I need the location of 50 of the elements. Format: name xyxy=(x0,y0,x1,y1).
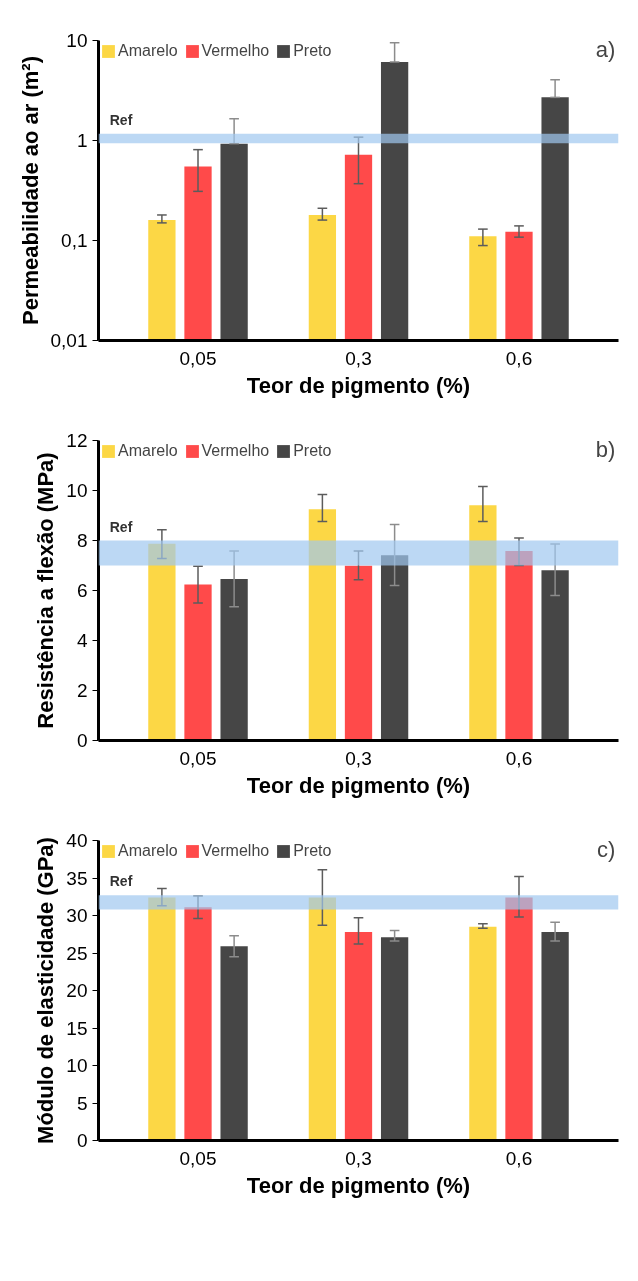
legend-label: Vermelho xyxy=(201,842,270,860)
legend-label: Preto xyxy=(293,842,332,860)
x-axis-title: Teor de pigmento (%) xyxy=(246,1172,471,1198)
x-axis-title: Teor de pigmento (%) xyxy=(246,772,471,798)
annotation: a) xyxy=(595,36,616,62)
y-tick-label: 15 xyxy=(66,1017,88,1039)
y-tick-label: 10 xyxy=(66,1055,88,1076)
annotation: c) xyxy=(596,836,616,862)
y-tick-label: 4 xyxy=(76,630,88,651)
y-tick-label: 35 xyxy=(66,867,88,889)
x-axis-title: Teor de pigmento (%) xyxy=(246,372,471,398)
y-tick-label: 20 xyxy=(66,980,88,1001)
y-tick-label: 12 xyxy=(66,430,88,451)
band-label: Ref xyxy=(109,518,133,535)
band-label: Ref xyxy=(109,873,133,890)
y-tick-label: 10 xyxy=(66,30,88,51)
y-tick-label: 0 xyxy=(76,1130,88,1151)
legend-label: Preto xyxy=(293,442,332,460)
y-axis-title: Permeabilidade ao ar (m²) xyxy=(17,56,43,325)
x-tick-label: 0,3 xyxy=(345,347,372,369)
legend-label: Amarelo xyxy=(118,442,178,460)
y-tick-label: 6 xyxy=(76,580,88,601)
y-tick-label: 25 xyxy=(66,942,88,964)
x-tick-label: 0,3 xyxy=(345,1147,372,1169)
y-tick-label: 30 xyxy=(66,905,88,926)
legend-label: Vermelho xyxy=(201,442,270,460)
y-axis-title: Resistência a flexão (MPa) xyxy=(33,452,59,729)
y-axis-title: Módulo de elasticidade (GPa) xyxy=(33,837,59,1144)
x-tick-label: 0,6 xyxy=(505,1147,533,1169)
y-tick-label: 2 xyxy=(76,680,88,701)
legend-label: Amarelo xyxy=(118,42,178,60)
annotation: b) xyxy=(595,436,616,462)
legend-label: Vermelho xyxy=(201,42,270,60)
y-tick-label: 0,01 xyxy=(50,330,88,351)
x-tick-label: 0,05 xyxy=(179,1147,217,1169)
legend-label: Preto xyxy=(293,42,332,60)
y-tick-label: 5 xyxy=(76,1092,88,1114)
y-tick-label: 0,1 xyxy=(61,230,88,251)
x-tick-label: 0,05 xyxy=(179,347,217,369)
y-tick-label: 0 xyxy=(76,730,88,751)
x-tick-label: 0,6 xyxy=(505,747,533,769)
x-tick-label: 0,6 xyxy=(505,347,533,369)
y-tick-label: 10 xyxy=(66,480,88,501)
x-tick-label: 0,3 xyxy=(345,747,372,769)
band-label: Ref xyxy=(109,111,133,128)
x-tick-label: 0,05 xyxy=(179,747,217,769)
y-tick-label: 1 xyxy=(76,130,88,151)
legend-label: Amarelo xyxy=(118,842,178,860)
y-tick-label: 40 xyxy=(66,830,88,851)
y-tick-label: 8 xyxy=(76,530,88,551)
